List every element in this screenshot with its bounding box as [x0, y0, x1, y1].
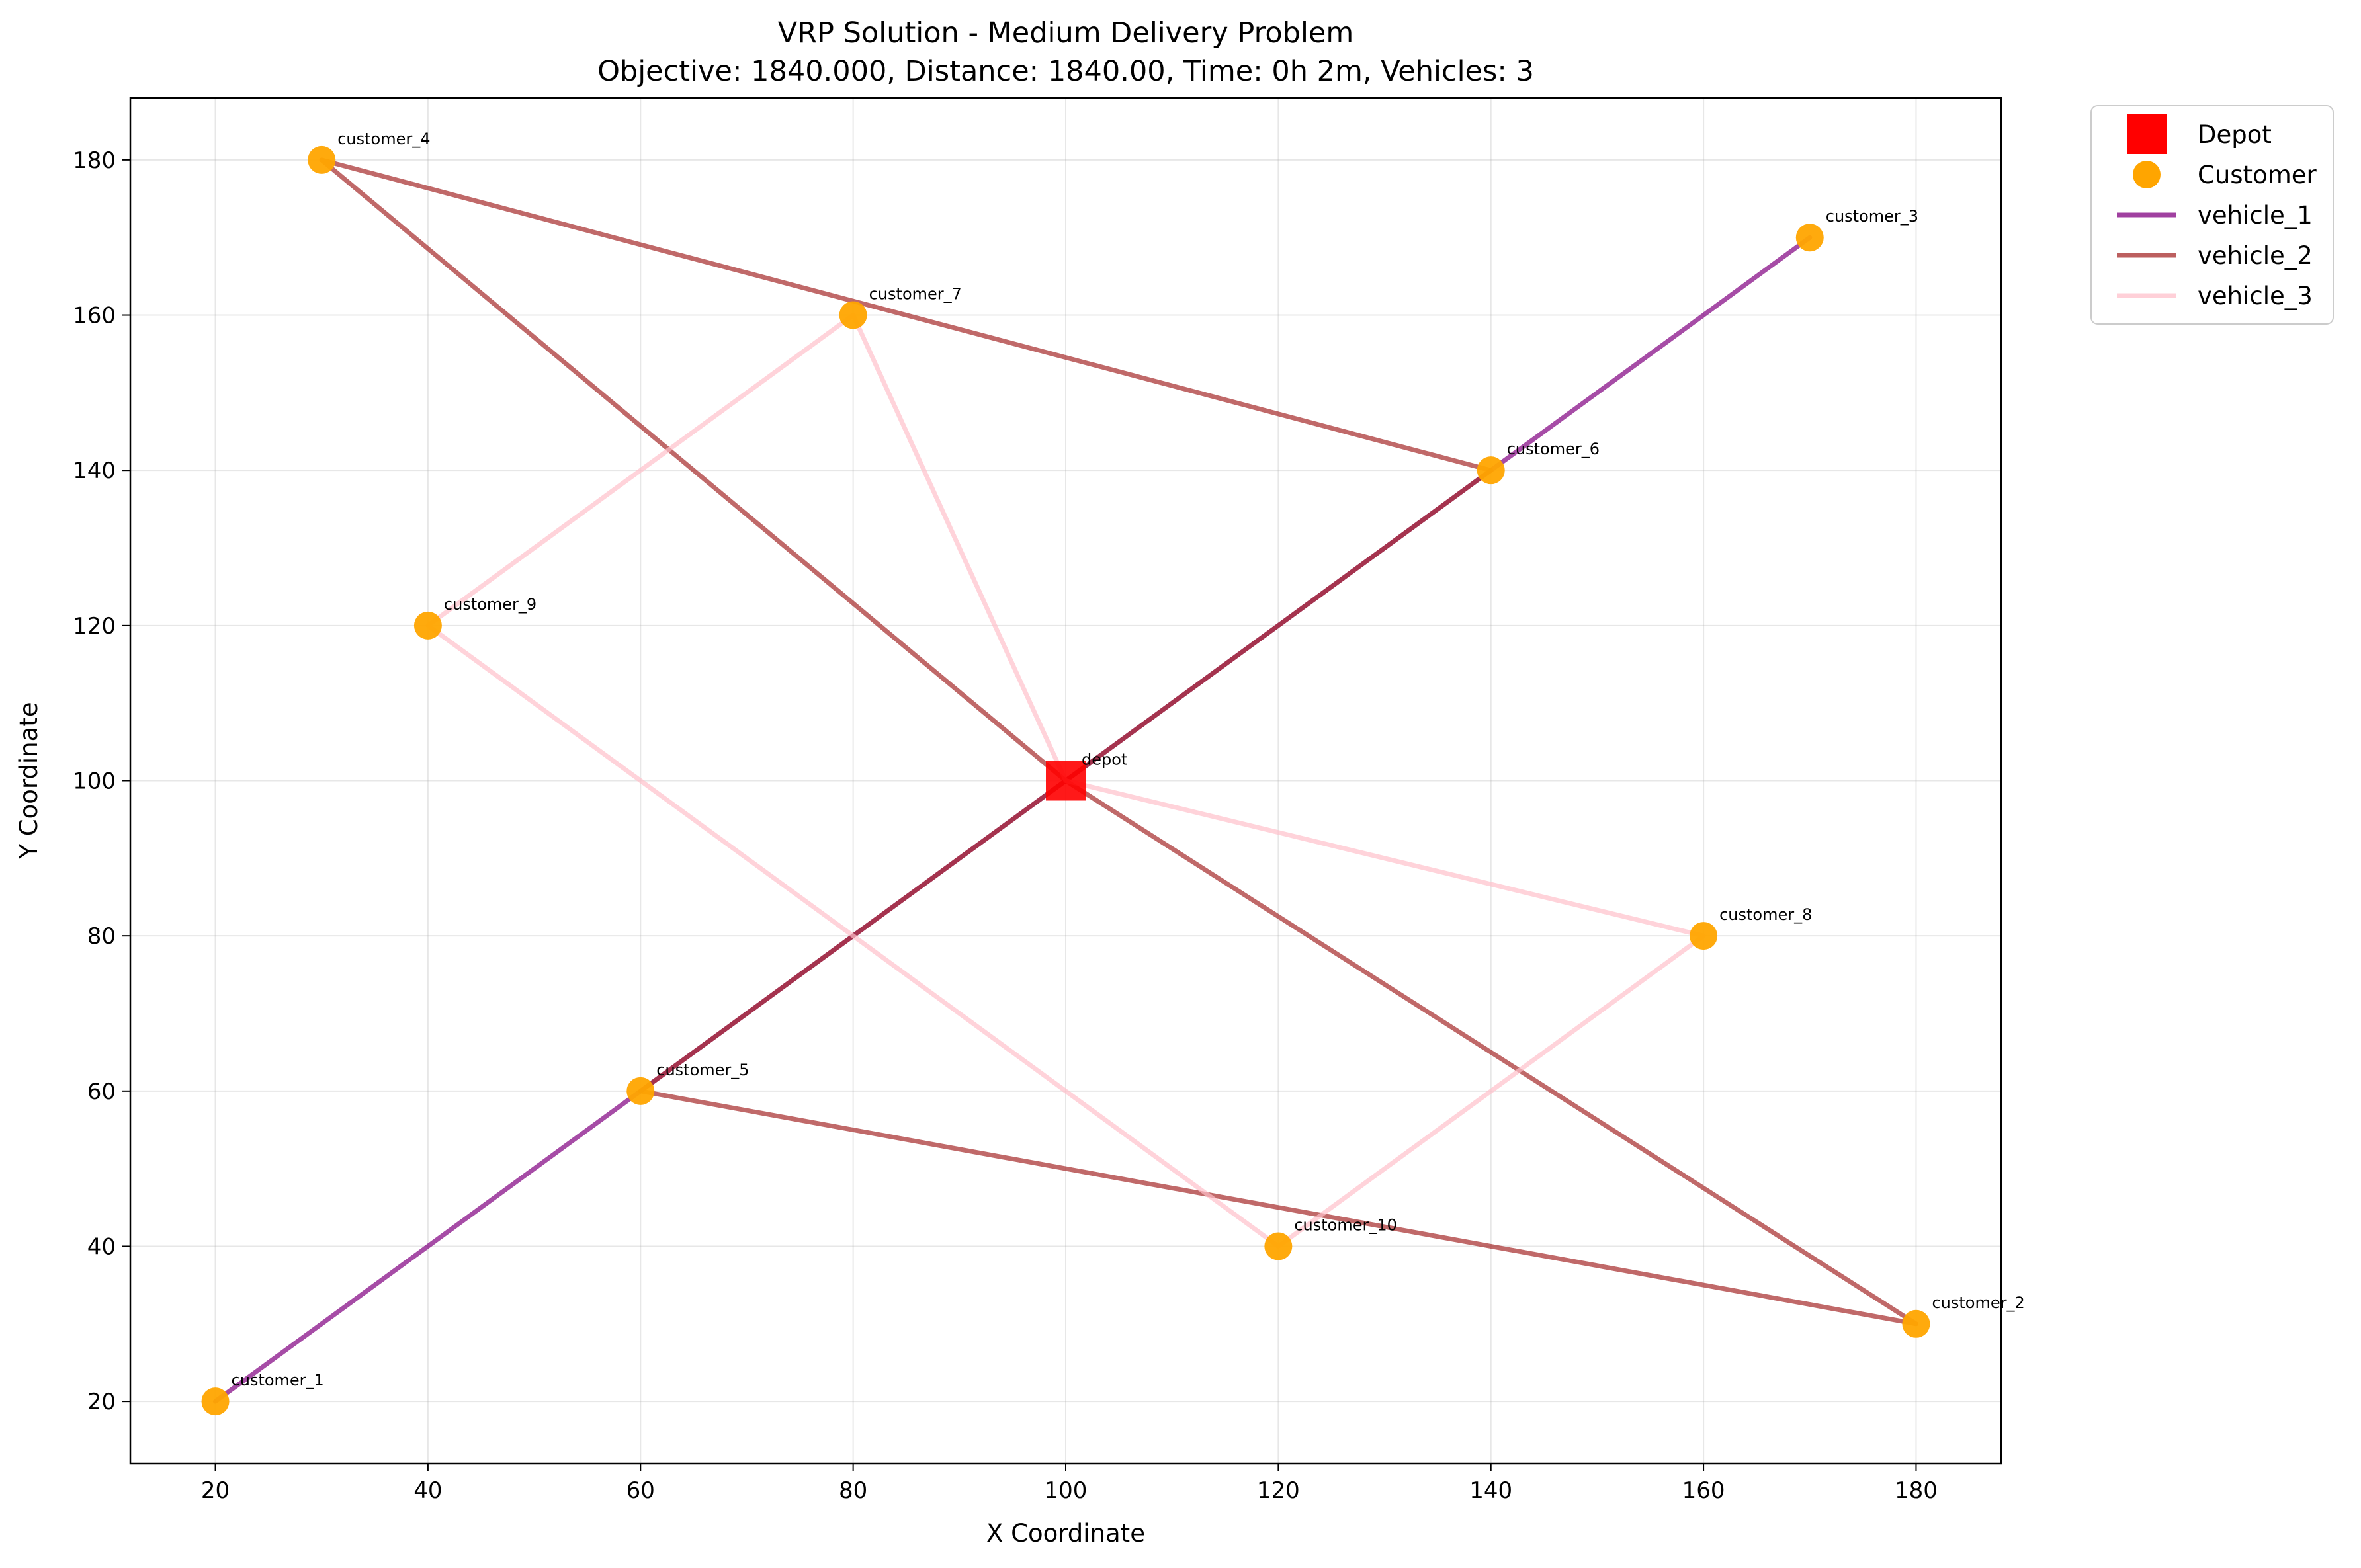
y-tick-label: 100: [73, 768, 116, 795]
customer-marker: [1264, 1232, 1293, 1260]
customer-marker: [201, 1387, 230, 1416]
customer-marker: [308, 145, 336, 174]
axis-ticks: 20 40 60 80 100 120 140 160 180 20 40 60 80 100 120 140…: [73, 147, 1938, 1504]
node-label: customer_10: [1294, 1216, 1397, 1234]
node-label: customer_7: [869, 285, 962, 304]
x-tick-label: 80: [839, 1477, 867, 1504]
customer-marker: [626, 1077, 655, 1105]
chart-title: VRP Solution - Medium Delivery Problem: [778, 17, 1353, 50]
legend: Depot Customer vehicle_1 vehicle_2 vehicle_3: [2090, 105, 2334, 325]
legend-depot-swatch: [2127, 114, 2167, 154]
x-tick-label: 160: [1682, 1477, 1725, 1504]
customer-marker: [1795, 224, 1824, 252]
x-tick-label: 140: [1469, 1477, 1512, 1504]
y-tick-label: 20: [87, 1389, 116, 1415]
y-tick-label: 160: [73, 303, 116, 329]
chart-subtitle: Objective: 1840.000, Distance: 1840.00, …: [597, 55, 1534, 88]
x-axis-label: X Coordinate: [986, 1519, 1145, 1547]
node-label: customer_1: [232, 1371, 324, 1389]
nodes: [201, 145, 1930, 1416]
node-label: customer_2: [1932, 1294, 2024, 1312]
legend-entry-label: Customer: [2198, 161, 2317, 189]
y-tick-label: 120: [73, 613, 116, 640]
legend-entry-label: vehicle_1: [2198, 201, 2313, 229]
x-tick-label: 60: [626, 1477, 655, 1504]
depot-marker: [1046, 761, 1086, 801]
customer-marker: [839, 301, 867, 329]
x-tick-label: 20: [201, 1477, 230, 1504]
legend-box: [2090, 105, 2334, 325]
node-label: customer_9: [444, 595, 537, 614]
x-tick-label: 100: [1045, 1477, 1088, 1504]
customer-marker: [1902, 1309, 1930, 1338]
y-tick-label: 40: [87, 1233, 116, 1260]
node-labels: depotcustomer_1customer_2customer_3custo…: [232, 130, 2025, 1389]
route-vehicle_3: [425, 313, 1706, 1249]
y-tick-label: 60: [87, 1079, 116, 1105]
node-label: customer_6: [1507, 440, 1600, 458]
legend-entry-label: Depot: [2198, 120, 2272, 149]
y-axis-label: Y Coordinate: [15, 702, 43, 859]
customer-marker: [1690, 922, 1718, 950]
y-tick-label: 140: [73, 458, 116, 484]
x-tick-label: 120: [1257, 1477, 1300, 1504]
x-tick-label: 180: [1895, 1477, 1938, 1504]
legend-entry-label: vehicle_2: [2198, 241, 2313, 270]
node-label: customer_5: [656, 1061, 749, 1079]
node-label: customer_3: [1826, 207, 1918, 226]
legend-entry-label: vehicle_3: [2198, 282, 2313, 310]
node-label: customer_4: [337, 130, 430, 148]
node-label: customer_8: [1719, 905, 1812, 924]
node-label: depot: [1082, 751, 1127, 769]
y-tick-label: 180: [73, 147, 116, 174]
customer-marker: [413, 611, 442, 640]
y-tick-label: 80: [87, 923, 116, 950]
customer-marker: [1477, 456, 1505, 485]
x-tick-label: 40: [413, 1477, 442, 1504]
legend-customer-swatch: [2133, 161, 2161, 188]
